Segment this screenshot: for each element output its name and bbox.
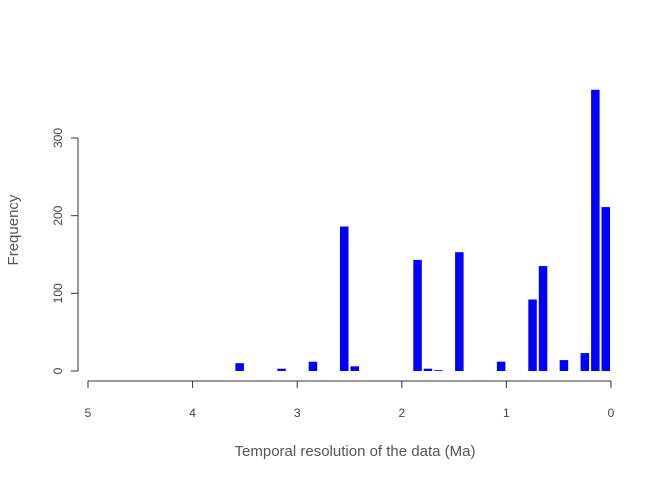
y-tick-label: 300	[51, 128, 65, 148]
x-axis-title: Temporal resolution of the data (Ma)	[235, 443, 476, 460]
histogram-bar	[538, 266, 548, 371]
x-tick-label: 5	[85, 406, 92, 420]
histogram-bar	[340, 226, 349, 371]
histogram-bar	[434, 370, 443, 371]
x-tick-label: 4	[189, 406, 196, 420]
bars-group	[235, 89, 610, 372]
histogram-bar	[591, 89, 600, 372]
histogram-bar	[413, 259, 422, 371]
x-tick-label: 0	[608, 406, 615, 420]
histogram-bar	[496, 361, 506, 371]
histogram-bar	[580, 353, 590, 371]
y-axis-title: Frequency	[5, 194, 22, 265]
histogram-bar	[455, 252, 464, 371]
histogram-bar	[277, 368, 286, 371]
histogram-bar	[559, 360, 569, 371]
histogram-bar	[601, 207, 610, 371]
y-axis-ticks: 0 100 200 300	[51, 128, 78, 374]
histogram-bar	[423, 368, 433, 371]
x-tick-label: 2	[398, 406, 405, 420]
x-tick-label: 1	[503, 406, 510, 420]
histogram-bar	[308, 361, 318, 371]
x-tick-label: 3	[294, 406, 301, 420]
histogram-bar	[528, 299, 537, 371]
histogram-bar	[350, 366, 359, 371]
y-tick-label: 0	[51, 367, 65, 374]
x-axis-ticks: 5 4 3 2 1 0	[85, 381, 615, 420]
y-tick-label: 100	[51, 283, 65, 303]
y-tick-label: 200	[51, 205, 65, 225]
histogram-bar	[235, 363, 244, 371]
